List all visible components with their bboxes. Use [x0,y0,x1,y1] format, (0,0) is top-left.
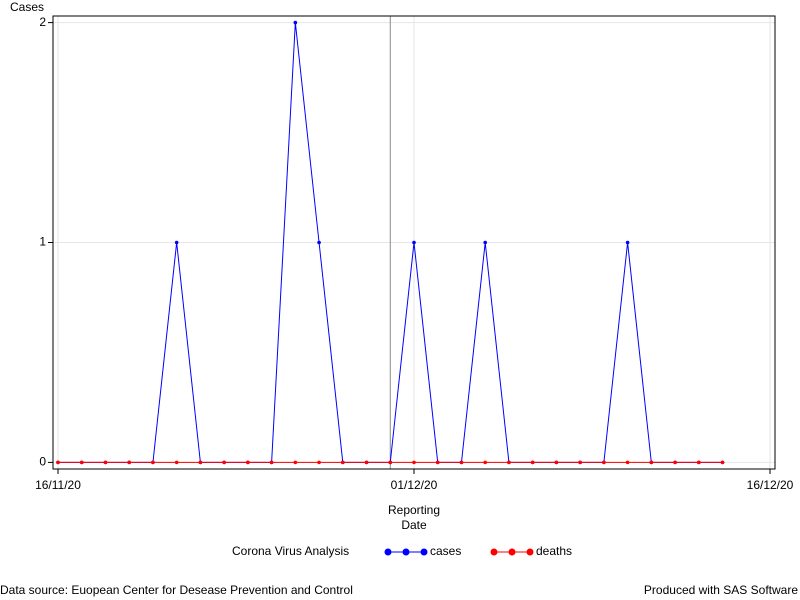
legend-swatch [420,548,428,556]
data-point [341,460,345,465]
data-point [507,460,511,465]
footnote: Produced with SAS Software [644,583,798,597]
data-point [79,460,84,465]
data-point [649,460,654,465]
legend-label: cases [430,544,461,558]
legend-swatch [384,548,392,556]
data-point [530,460,535,465]
data-point [578,460,582,465]
data-point [364,460,369,465]
legend-label: deaths [536,544,572,558]
legend-swatch [402,548,410,556]
data-point [269,460,274,465]
y-tick-label: 1 [39,235,46,249]
data-point [317,460,321,465]
y-tick-label: 0 [39,455,46,469]
data-point [246,460,250,465]
data-point [293,20,298,25]
data-point [198,460,203,465]
x-tick-label: 16/11/20 [35,478,81,492]
data-point [483,240,488,245]
data-point [151,460,155,465]
x-tick-label: 01/12/20 [391,478,438,492]
data-point [435,460,440,465]
data-point [602,460,606,465]
data-point [388,460,393,465]
data-point [127,460,131,465]
x-axis-label: Reporting [388,503,440,517]
legend-title: Corona Virus Analysis [232,544,349,558]
data-point [222,460,226,465]
data-point [697,460,701,465]
data-point [720,460,725,465]
data-point [56,460,60,465]
x-tick-label: 16/12/20 [747,478,794,492]
data-point [625,460,630,465]
legend-swatch [490,548,498,556]
data-point [673,460,677,465]
legend-swatch [526,548,534,556]
data-point [625,240,630,245]
data-point [103,460,108,465]
data-point [293,460,298,465]
y-tick-label: 2 [39,15,46,29]
data-point [483,460,488,465]
data-point [412,240,416,245]
data-point [554,460,559,465]
data-point [174,460,179,465]
data-point [317,240,321,245]
data-point [459,460,464,465]
data-point [412,460,416,465]
y-axis-label: Cases [10,0,44,14]
legend-swatch [508,548,516,556]
data-point [174,240,179,245]
footnote: Data source: Euopean Center for Desease … [0,583,353,597]
x-axis-label: Date [401,518,427,532]
